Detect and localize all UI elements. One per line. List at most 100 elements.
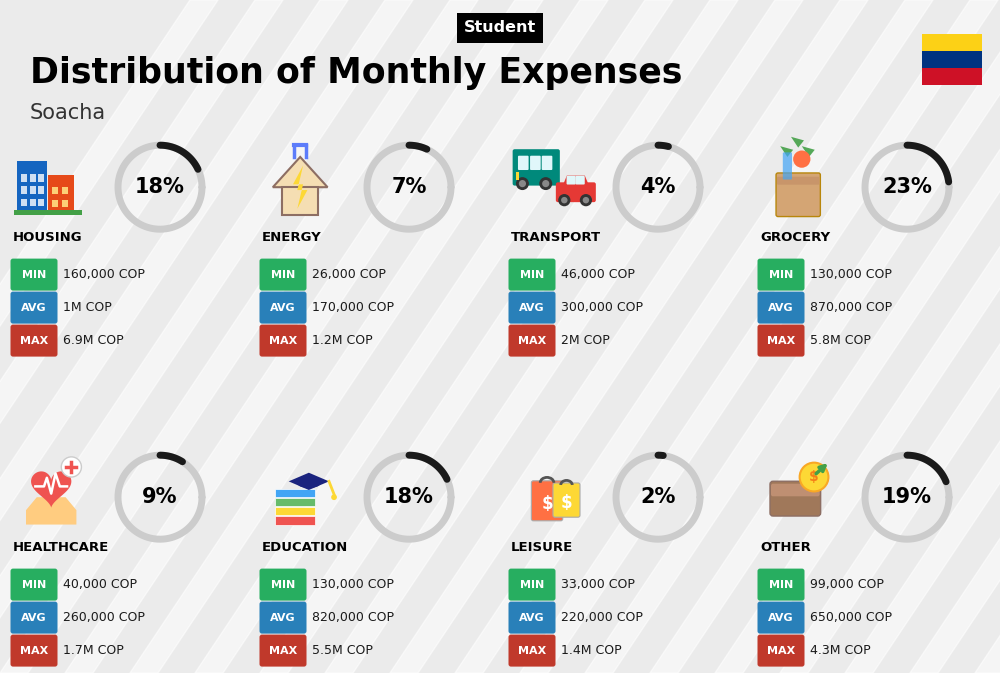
Text: 5.8M COP: 5.8M COP [810, 334, 871, 347]
Text: Student: Student [464, 20, 536, 36]
FancyBboxPatch shape [508, 324, 555, 357]
Text: 170,000 COP: 170,000 COP [312, 301, 394, 314]
Text: AVG: AVG [768, 303, 794, 312]
Text: 160,000 COP: 160,000 COP [63, 268, 145, 281]
Text: 220,000 COP: 220,000 COP [561, 611, 643, 624]
Text: 40,000 COP: 40,000 COP [63, 578, 137, 591]
Text: 19%: 19% [882, 487, 932, 507]
Text: 23%: 23% [882, 177, 932, 197]
Text: 1.4M COP: 1.4M COP [561, 644, 622, 657]
FancyBboxPatch shape [62, 199, 68, 207]
FancyBboxPatch shape [21, 186, 27, 194]
Polygon shape [26, 497, 76, 524]
Text: 4%: 4% [640, 177, 676, 197]
FancyBboxPatch shape [758, 291, 804, 324]
Text: 99,000 COP: 99,000 COP [810, 578, 884, 591]
Text: MIN: MIN [769, 270, 793, 279]
Text: AVG: AVG [21, 612, 47, 623]
FancyBboxPatch shape [508, 291, 555, 324]
Text: LEISURE: LEISURE [511, 541, 573, 554]
FancyBboxPatch shape [21, 199, 27, 207]
Circle shape [61, 457, 81, 477]
FancyBboxPatch shape [513, 149, 560, 186]
FancyBboxPatch shape [508, 635, 555, 666]
Text: MIN: MIN [520, 579, 544, 590]
Text: 18%: 18% [384, 487, 434, 507]
FancyBboxPatch shape [282, 187, 318, 215]
Text: 1.2M COP: 1.2M COP [312, 334, 373, 347]
FancyBboxPatch shape [38, 174, 44, 182]
FancyBboxPatch shape [62, 187, 68, 194]
Circle shape [519, 180, 526, 187]
Polygon shape [563, 176, 588, 184]
FancyBboxPatch shape [508, 258, 555, 291]
Text: Distribution of Monthly Expenses: Distribution of Monthly Expenses [30, 56, 682, 90]
Text: AVG: AVG [768, 612, 794, 623]
Polygon shape [802, 146, 815, 157]
Polygon shape [273, 157, 328, 187]
FancyBboxPatch shape [518, 155, 529, 170]
Circle shape [516, 177, 529, 190]
FancyBboxPatch shape [922, 68, 982, 85]
Text: 18%: 18% [135, 177, 185, 197]
FancyBboxPatch shape [275, 507, 315, 516]
FancyBboxPatch shape [576, 176, 585, 184]
Text: 130,000 COP: 130,000 COP [810, 268, 892, 281]
Polygon shape [791, 137, 804, 147]
Text: AVG: AVG [21, 303, 47, 312]
Text: 2%: 2% [640, 487, 676, 507]
Text: 820,000 COP: 820,000 COP [312, 611, 394, 624]
Text: 2M COP: 2M COP [561, 334, 610, 347]
FancyBboxPatch shape [758, 635, 804, 666]
Circle shape [539, 177, 552, 190]
Text: 300,000 COP: 300,000 COP [561, 301, 643, 314]
FancyBboxPatch shape [922, 34, 982, 51]
FancyBboxPatch shape [275, 489, 315, 497]
FancyBboxPatch shape [777, 177, 819, 184]
Text: 1.7M COP: 1.7M COP [63, 644, 124, 657]
FancyBboxPatch shape [531, 481, 563, 521]
Text: MIN: MIN [271, 270, 295, 279]
Text: Soacha: Soacha [30, 103, 106, 123]
FancyBboxPatch shape [758, 258, 804, 291]
Ellipse shape [298, 481, 320, 488]
Text: MAX: MAX [767, 336, 795, 346]
FancyBboxPatch shape [38, 199, 44, 207]
FancyBboxPatch shape [508, 602, 555, 633]
FancyBboxPatch shape [30, 174, 36, 182]
Text: 46,000 COP: 46,000 COP [561, 268, 635, 281]
Circle shape [580, 194, 592, 207]
Text: $: $ [561, 494, 572, 512]
FancyBboxPatch shape [260, 635, 306, 666]
Text: 5.5M COP: 5.5M COP [312, 644, 373, 657]
FancyBboxPatch shape [11, 324, 57, 357]
FancyBboxPatch shape [30, 199, 36, 207]
FancyBboxPatch shape [260, 291, 306, 324]
FancyBboxPatch shape [17, 161, 47, 215]
Polygon shape [289, 472, 329, 490]
Text: OTHER: OTHER [760, 541, 811, 554]
FancyBboxPatch shape [770, 481, 821, 516]
Circle shape [331, 495, 337, 500]
Text: GROCERY: GROCERY [760, 231, 830, 244]
Text: 33,000 COP: 33,000 COP [561, 578, 635, 591]
Text: 4.3M COP: 4.3M COP [810, 644, 871, 657]
Text: $: $ [541, 495, 553, 513]
Text: 26,000 COP: 26,000 COP [312, 268, 386, 281]
Text: 870,000 COP: 870,000 COP [810, 301, 892, 314]
FancyBboxPatch shape [542, 155, 552, 170]
FancyBboxPatch shape [275, 498, 315, 506]
Text: AVG: AVG [270, 612, 296, 623]
Polygon shape [780, 146, 793, 157]
FancyBboxPatch shape [30, 186, 36, 194]
Text: MIN: MIN [22, 579, 46, 590]
FancyBboxPatch shape [11, 258, 57, 291]
Text: 260,000 COP: 260,000 COP [63, 611, 145, 624]
Text: MAX: MAX [269, 336, 297, 346]
Text: MAX: MAX [518, 645, 546, 656]
Text: TRANSPORT: TRANSPORT [511, 231, 601, 244]
FancyBboxPatch shape [52, 187, 58, 194]
Text: 9%: 9% [142, 487, 178, 507]
FancyBboxPatch shape [11, 635, 57, 666]
FancyBboxPatch shape [260, 258, 306, 291]
